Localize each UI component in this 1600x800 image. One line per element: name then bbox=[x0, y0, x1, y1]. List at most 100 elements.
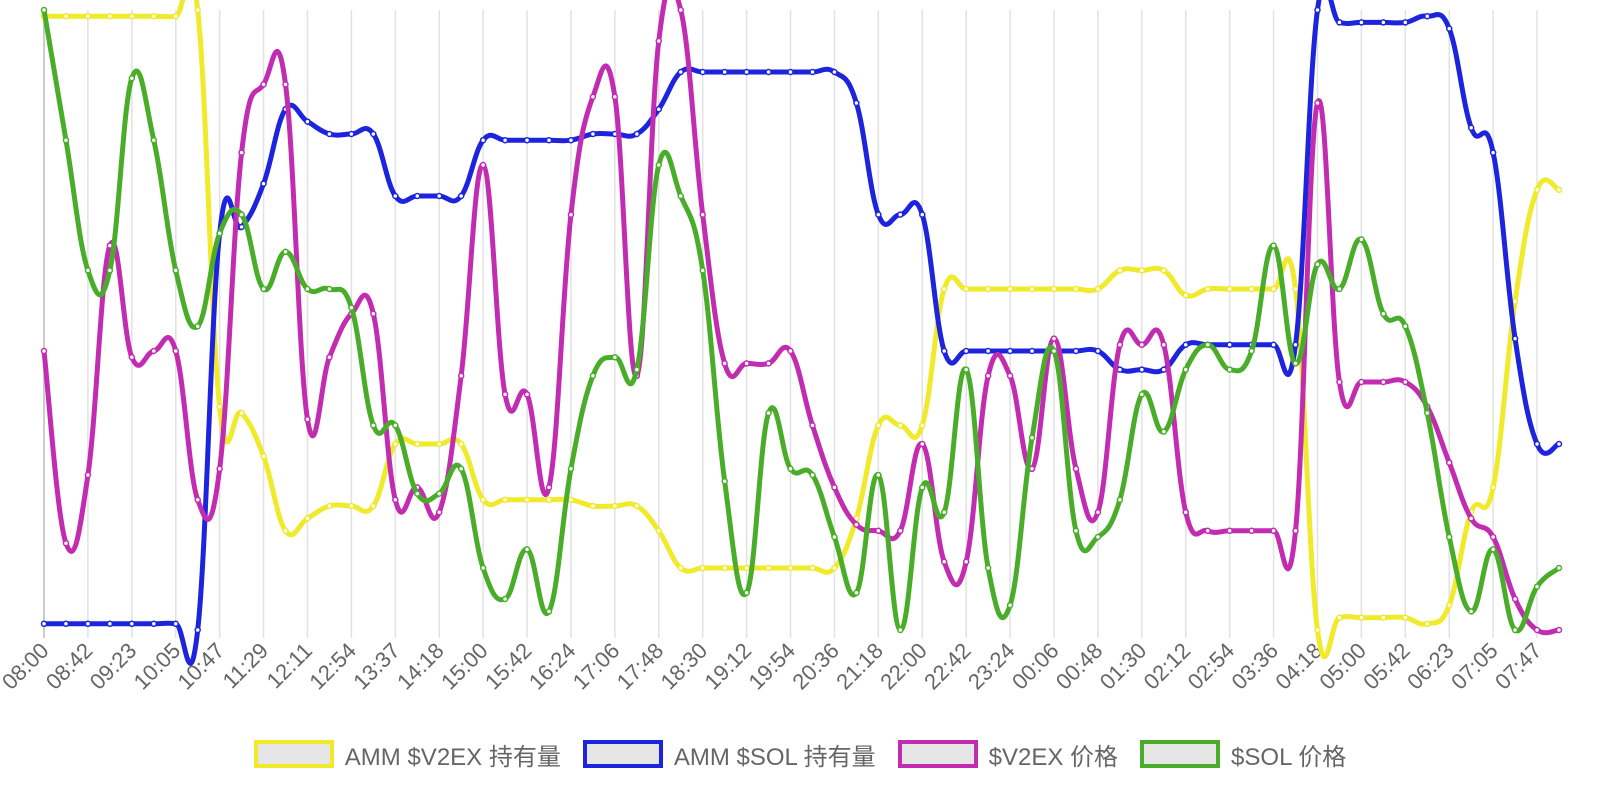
data-point bbox=[984, 372, 992, 380]
data-point bbox=[1380, 378, 1387, 386]
data-point bbox=[611, 93, 619, 101]
data-point bbox=[150, 136, 158, 144]
x-tick-label: 14:18 bbox=[392, 638, 449, 695]
x-tick-label: 10:47 bbox=[173, 638, 230, 695]
data-point bbox=[1555, 440, 1563, 448]
data-point bbox=[1028, 434, 1036, 442]
data-point bbox=[128, 12, 136, 20]
data-point bbox=[1489, 484, 1497, 491]
data-point bbox=[940, 285, 948, 293]
data-point bbox=[392, 496, 399, 504]
x-tick-label: 08:00 bbox=[0, 638, 54, 695]
data-point bbox=[304, 515, 311, 522]
data-point bbox=[962, 347, 970, 355]
x-tick-label: 21:18 bbox=[831, 638, 888, 695]
data-point bbox=[40, 620, 48, 628]
data-point bbox=[501, 136, 509, 144]
data-point bbox=[260, 285, 267, 293]
data-point bbox=[392, 440, 399, 448]
data-point bbox=[479, 161, 487, 169]
data-point bbox=[853, 521, 860, 528]
x-tick-label: 09:23 bbox=[85, 638, 142, 695]
data-point bbox=[1336, 285, 1343, 293]
x-tick-label: 22:42 bbox=[919, 638, 976, 695]
data-point bbox=[326, 353, 333, 361]
data-point bbox=[962, 285, 970, 293]
data-point bbox=[501, 391, 509, 398]
data-point bbox=[1336, 378, 1343, 386]
data-point bbox=[1094, 285, 1102, 293]
data-point bbox=[1424, 620, 1431, 628]
legend-item[interactable]: $V2EX 价格 bbox=[897, 737, 1118, 772]
data-point bbox=[106, 267, 114, 274]
data-point bbox=[172, 620, 179, 628]
data-point bbox=[655, 37, 663, 45]
x-tick-label: 07:47 bbox=[1490, 638, 1547, 695]
data-point bbox=[435, 192, 443, 200]
data-point bbox=[1533, 186, 1541, 194]
data-point bbox=[1270, 285, 1277, 293]
data-point bbox=[962, 366, 970, 373]
data-point bbox=[633, 502, 641, 510]
data-point bbox=[62, 620, 70, 628]
data-point bbox=[589, 93, 597, 101]
data-point bbox=[84, 12, 92, 20]
data-point bbox=[809, 471, 816, 479]
x-tick-label: 03:36 bbox=[1226, 638, 1283, 695]
data-point bbox=[699, 211, 706, 218]
data-point bbox=[1270, 242, 1277, 249]
data-point bbox=[567, 136, 575, 144]
data-point bbox=[1533, 583, 1541, 590]
data-point bbox=[765, 564, 772, 572]
data-point bbox=[831, 564, 838, 572]
data-point bbox=[194, 6, 201, 14]
legend-label: AMM $SOL 持有量 bbox=[673, 743, 876, 771]
data-point bbox=[1292, 527, 1299, 535]
legend-swatch bbox=[897, 740, 978, 768]
data-point bbox=[743, 564, 750, 572]
legend-item[interactable]: $SOL 价格 bbox=[1140, 737, 1346, 772]
data-point bbox=[392, 422, 399, 429]
data-point bbox=[721, 477, 728, 485]
x-tick-label: 07:05 bbox=[1446, 638, 1503, 695]
data-point bbox=[523, 546, 531, 553]
data-point bbox=[1182, 508, 1189, 516]
data-point bbox=[1072, 465, 1080, 473]
data-point bbox=[940, 558, 948, 566]
data-point bbox=[282, 81, 289, 88]
data-point bbox=[545, 136, 553, 144]
legend-item[interactable]: AMM $SOL 持有量 bbox=[582, 737, 876, 772]
data-point bbox=[128, 353, 136, 361]
x-tick-label: 13:37 bbox=[348, 638, 405, 695]
data-point bbox=[787, 564, 794, 572]
x-tick-label: 08:42 bbox=[41, 638, 98, 695]
data-point bbox=[479, 136, 487, 144]
data-point bbox=[1292, 285, 1299, 293]
data-point bbox=[1006, 601, 1014, 609]
legend-item[interactable]: AMM $V2EX 持有量 bbox=[253, 737, 561, 772]
x-tick-label: 15:00 bbox=[436, 638, 493, 695]
data-point bbox=[897, 626, 904, 634]
data-point bbox=[150, 12, 158, 20]
x-tick-label: 05:00 bbox=[1314, 638, 1371, 695]
data-point bbox=[940, 347, 948, 355]
data-point bbox=[1050, 285, 1058, 293]
series-line bbox=[44, 0, 1561, 666]
legend-label: AMM $V2EX 持有量 bbox=[344, 743, 561, 771]
data-point bbox=[194, 626, 201, 634]
data-point bbox=[1072, 527, 1080, 535]
data-point bbox=[326, 285, 333, 293]
data-point bbox=[523, 496, 531, 504]
data-point bbox=[743, 589, 750, 597]
data-point bbox=[1555, 626, 1563, 634]
data-point bbox=[1358, 19, 1365, 26]
data-point bbox=[1358, 378, 1365, 386]
data-point bbox=[1511, 335, 1519, 342]
data-point bbox=[1533, 440, 1541, 448]
data-point bbox=[1226, 366, 1233, 373]
data-point bbox=[1336, 19, 1343, 26]
data-point bbox=[1248, 285, 1255, 293]
data-point bbox=[765, 409, 772, 417]
data-point bbox=[1094, 533, 1102, 541]
data-point bbox=[238, 409, 245, 417]
